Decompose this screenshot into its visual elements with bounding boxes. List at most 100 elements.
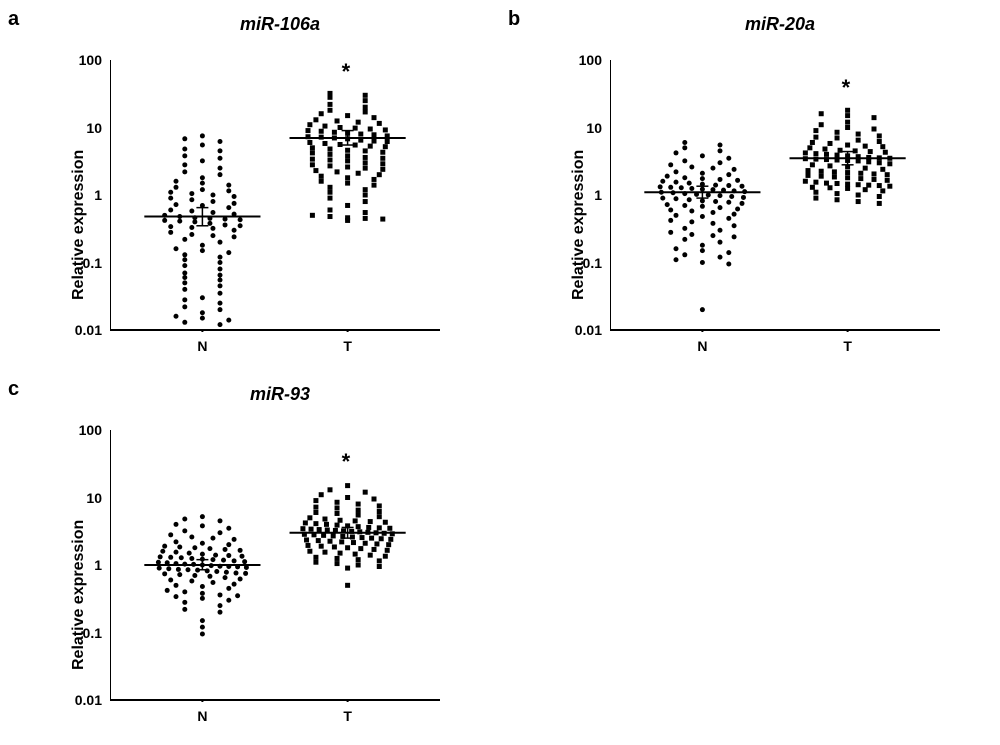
data-point	[307, 122, 312, 127]
data-point	[218, 291, 223, 296]
data-point	[835, 181, 840, 186]
data-point	[335, 556, 340, 561]
data-point	[162, 218, 167, 223]
data-point	[822, 147, 827, 152]
data-point	[718, 177, 723, 182]
data-point	[363, 216, 368, 221]
data-point	[383, 127, 388, 132]
data-point	[300, 526, 305, 531]
data-point	[345, 164, 350, 169]
data-point	[880, 188, 885, 193]
data-point	[226, 205, 231, 210]
data-point	[668, 207, 673, 212]
data-point	[372, 177, 377, 182]
data-point	[385, 548, 390, 553]
data-point	[379, 536, 384, 541]
data-point	[806, 173, 811, 178]
data-point	[310, 157, 315, 162]
data-point	[328, 158, 333, 163]
data-point	[335, 118, 340, 123]
data-point	[313, 560, 318, 565]
data-point	[306, 128, 311, 133]
data-point	[386, 542, 391, 547]
data-point	[213, 553, 218, 558]
data-point	[856, 193, 861, 198]
data-point	[182, 287, 187, 292]
data-point	[735, 178, 740, 183]
data-point	[845, 170, 850, 175]
data-point	[877, 201, 882, 206]
data-point	[200, 591, 205, 596]
data-point	[328, 95, 333, 100]
data-point	[380, 161, 385, 166]
data-point	[658, 184, 663, 189]
data-point	[668, 230, 673, 235]
data-point	[372, 115, 377, 120]
data-point	[682, 226, 687, 231]
data-point	[732, 223, 737, 228]
data-point	[200, 625, 205, 630]
data-point	[328, 108, 333, 113]
data-point	[845, 113, 850, 118]
data-point	[210, 193, 215, 198]
data-point	[845, 108, 850, 113]
data-point	[877, 194, 882, 199]
data-point	[200, 584, 205, 589]
data-point	[380, 167, 385, 172]
y-tick-label: 100	[62, 52, 102, 68]
data-point	[200, 143, 205, 148]
data-point	[710, 210, 715, 215]
data-point	[356, 502, 361, 507]
data-point	[328, 152, 333, 157]
data-point	[182, 589, 187, 594]
data-point	[819, 174, 824, 179]
data-point	[845, 143, 850, 148]
data-point	[689, 164, 694, 169]
data-point	[718, 205, 723, 210]
data-point	[187, 551, 192, 556]
data-point	[887, 184, 892, 189]
data-point	[182, 275, 187, 280]
data-point	[335, 561, 340, 566]
data-point	[232, 234, 237, 239]
data-point	[238, 223, 243, 228]
y-tick-label: 100	[62, 422, 102, 438]
panel-letter: a	[8, 8, 19, 31]
data-point	[363, 98, 368, 103]
data-point	[186, 567, 191, 572]
data-point	[718, 160, 723, 165]
data-point	[674, 180, 679, 185]
data-point	[735, 207, 740, 212]
data-point	[883, 150, 888, 155]
data-point	[682, 140, 687, 145]
data-point	[345, 153, 350, 158]
data-point	[856, 138, 861, 143]
data-point	[339, 539, 344, 544]
data-point	[665, 202, 670, 207]
data-point	[328, 190, 333, 195]
data-point	[182, 528, 187, 533]
data-point	[345, 175, 350, 180]
data-point	[168, 230, 173, 235]
y-axis-label: Relative expression	[70, 150, 88, 300]
data-point	[335, 511, 340, 516]
data-point	[345, 583, 350, 588]
data-point	[700, 307, 705, 312]
data-point	[385, 139, 390, 144]
data-point	[835, 153, 840, 158]
data-point	[810, 162, 815, 167]
data-point	[335, 500, 340, 505]
x-tick-label: T	[338, 708, 358, 724]
data-point	[377, 503, 382, 508]
data-point	[182, 153, 187, 158]
data-point	[345, 113, 350, 118]
data-point	[380, 217, 385, 222]
data-point	[162, 571, 167, 576]
data-point	[674, 196, 679, 201]
data-point	[182, 257, 187, 262]
data-point	[687, 197, 692, 202]
data-point	[177, 219, 182, 224]
data-point	[868, 149, 873, 154]
data-point	[156, 560, 161, 565]
data-point	[189, 578, 194, 583]
